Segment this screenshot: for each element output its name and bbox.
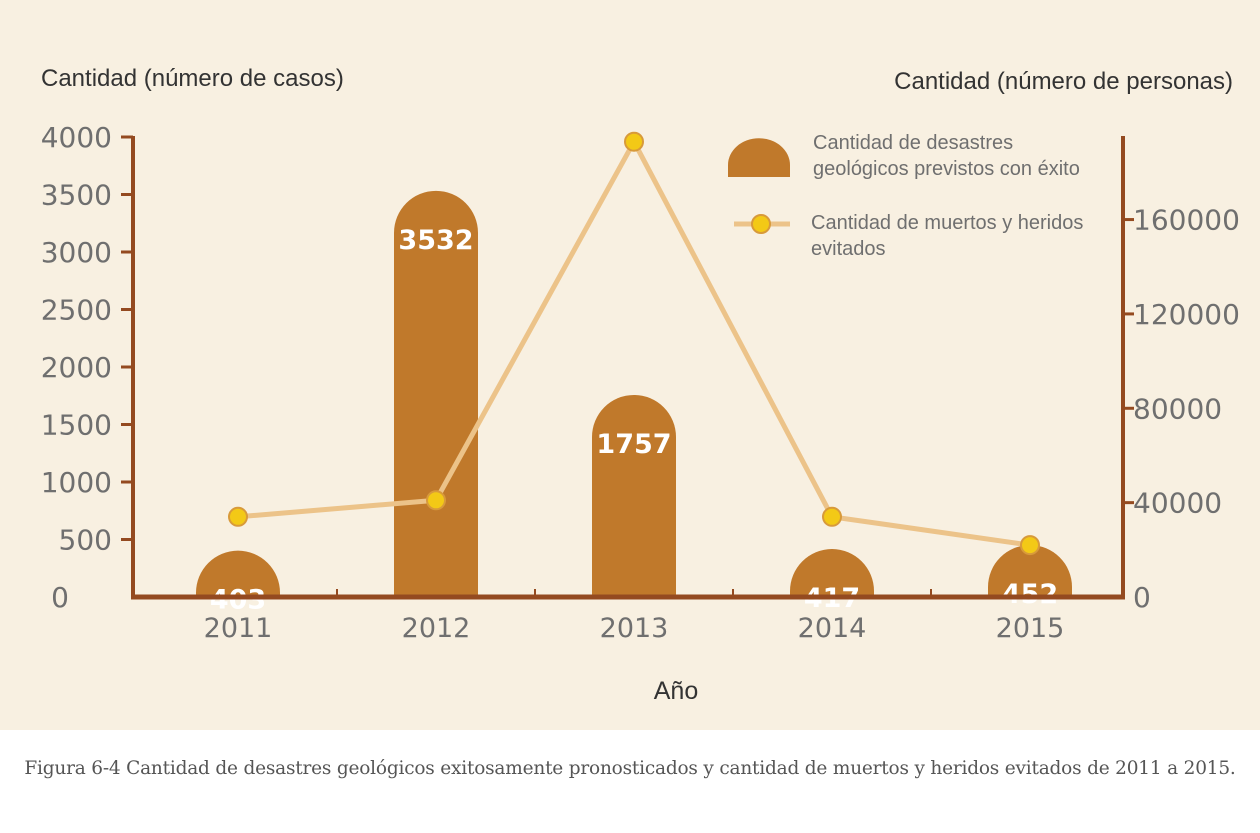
left-tick-label: 2000 bbox=[41, 351, 112, 384]
chart-panel: Cantidad (número de casos) Cantidad (núm… bbox=[0, 0, 1260, 730]
legend-line-label: Cantidad de muertos y heridos bbox=[811, 212, 1083, 234]
right-tick-label: 80000 bbox=[1133, 392, 1222, 425]
left-tick-label: 3000 bbox=[41, 236, 112, 269]
figure-caption: Figura 6-4 Cantidad de desastres geológi… bbox=[24, 758, 1236, 779]
bar-value-label: 403 bbox=[210, 585, 266, 616]
bar bbox=[592, 394, 676, 597]
legend-bar-swatch bbox=[728, 138, 790, 177]
right-tick-label: 40000 bbox=[1133, 487, 1222, 520]
left-tick-label: 1000 bbox=[41, 466, 112, 499]
bar-value-label: 1757 bbox=[596, 429, 671, 460]
bar bbox=[790, 549, 874, 597]
line-marker bbox=[228, 506, 248, 527]
bar bbox=[394, 190, 478, 597]
left-tick-label: 500 bbox=[59, 524, 112, 557]
left-tick-label: 0 bbox=[51, 581, 69, 614]
legend-bar-label: geológicos previstos con éxito bbox=[813, 158, 1080, 180]
right-axis-title: Cantidad (número de personas) bbox=[894, 68, 1233, 95]
bar bbox=[196, 550, 280, 597]
left-tick-label: 1500 bbox=[41, 409, 112, 442]
x-tick-label: 2011 bbox=[204, 613, 273, 644]
legend-line-marker bbox=[751, 214, 771, 234]
chart-svg: Cantidad (número de casos) Cantidad (núm… bbox=[41, 65, 1240, 705]
x-tick-label: 2015 bbox=[996, 613, 1065, 644]
bar-series: 40335321757417452 bbox=[196, 190, 1072, 616]
x-tick-label: 2014 bbox=[798, 613, 867, 644]
right-tick-label: 0 bbox=[1133, 581, 1151, 614]
line-marker bbox=[822, 506, 842, 527]
x-tick-label: 2012 bbox=[402, 613, 471, 644]
left-tick-label: 2500 bbox=[41, 294, 112, 327]
left-tick-label: 3500 bbox=[41, 179, 112, 212]
line-marker bbox=[624, 131, 644, 152]
line-marker bbox=[1020, 535, 1040, 556]
legend-bar-label: Cantidad de desastres bbox=[813, 132, 1013, 154]
line-marker bbox=[426, 490, 446, 511]
left-axis-ticks: 0 500 1000 1500 2000 2500 3000 3500 4000 bbox=[41, 121, 133, 614]
left-tick-label: 4000 bbox=[41, 121, 112, 154]
right-axis-ticks: 0 40000 80000 120000 160000 bbox=[1123, 204, 1240, 614]
left-axis-title: Cantidad (número de casos) bbox=[41, 65, 344, 92]
right-tick-label: 160000 bbox=[1133, 204, 1240, 237]
line-series bbox=[228, 131, 1040, 556]
x-axis-ticks: 2011 2012 2013 2014 2015 bbox=[204, 589, 1065, 644]
axes bbox=[131, 136, 1125, 600]
right-tick-label: 120000 bbox=[1133, 298, 1240, 331]
legend: Cantidad de desastres geológicos previsto… bbox=[728, 132, 1083, 260]
x-tick-label: 2013 bbox=[600, 613, 669, 644]
x-axis-title: Año bbox=[654, 677, 698, 705]
legend-line-label: evitados bbox=[811, 238, 886, 260]
bar-value-label: 3532 bbox=[398, 225, 473, 256]
bar bbox=[988, 545, 1072, 597]
